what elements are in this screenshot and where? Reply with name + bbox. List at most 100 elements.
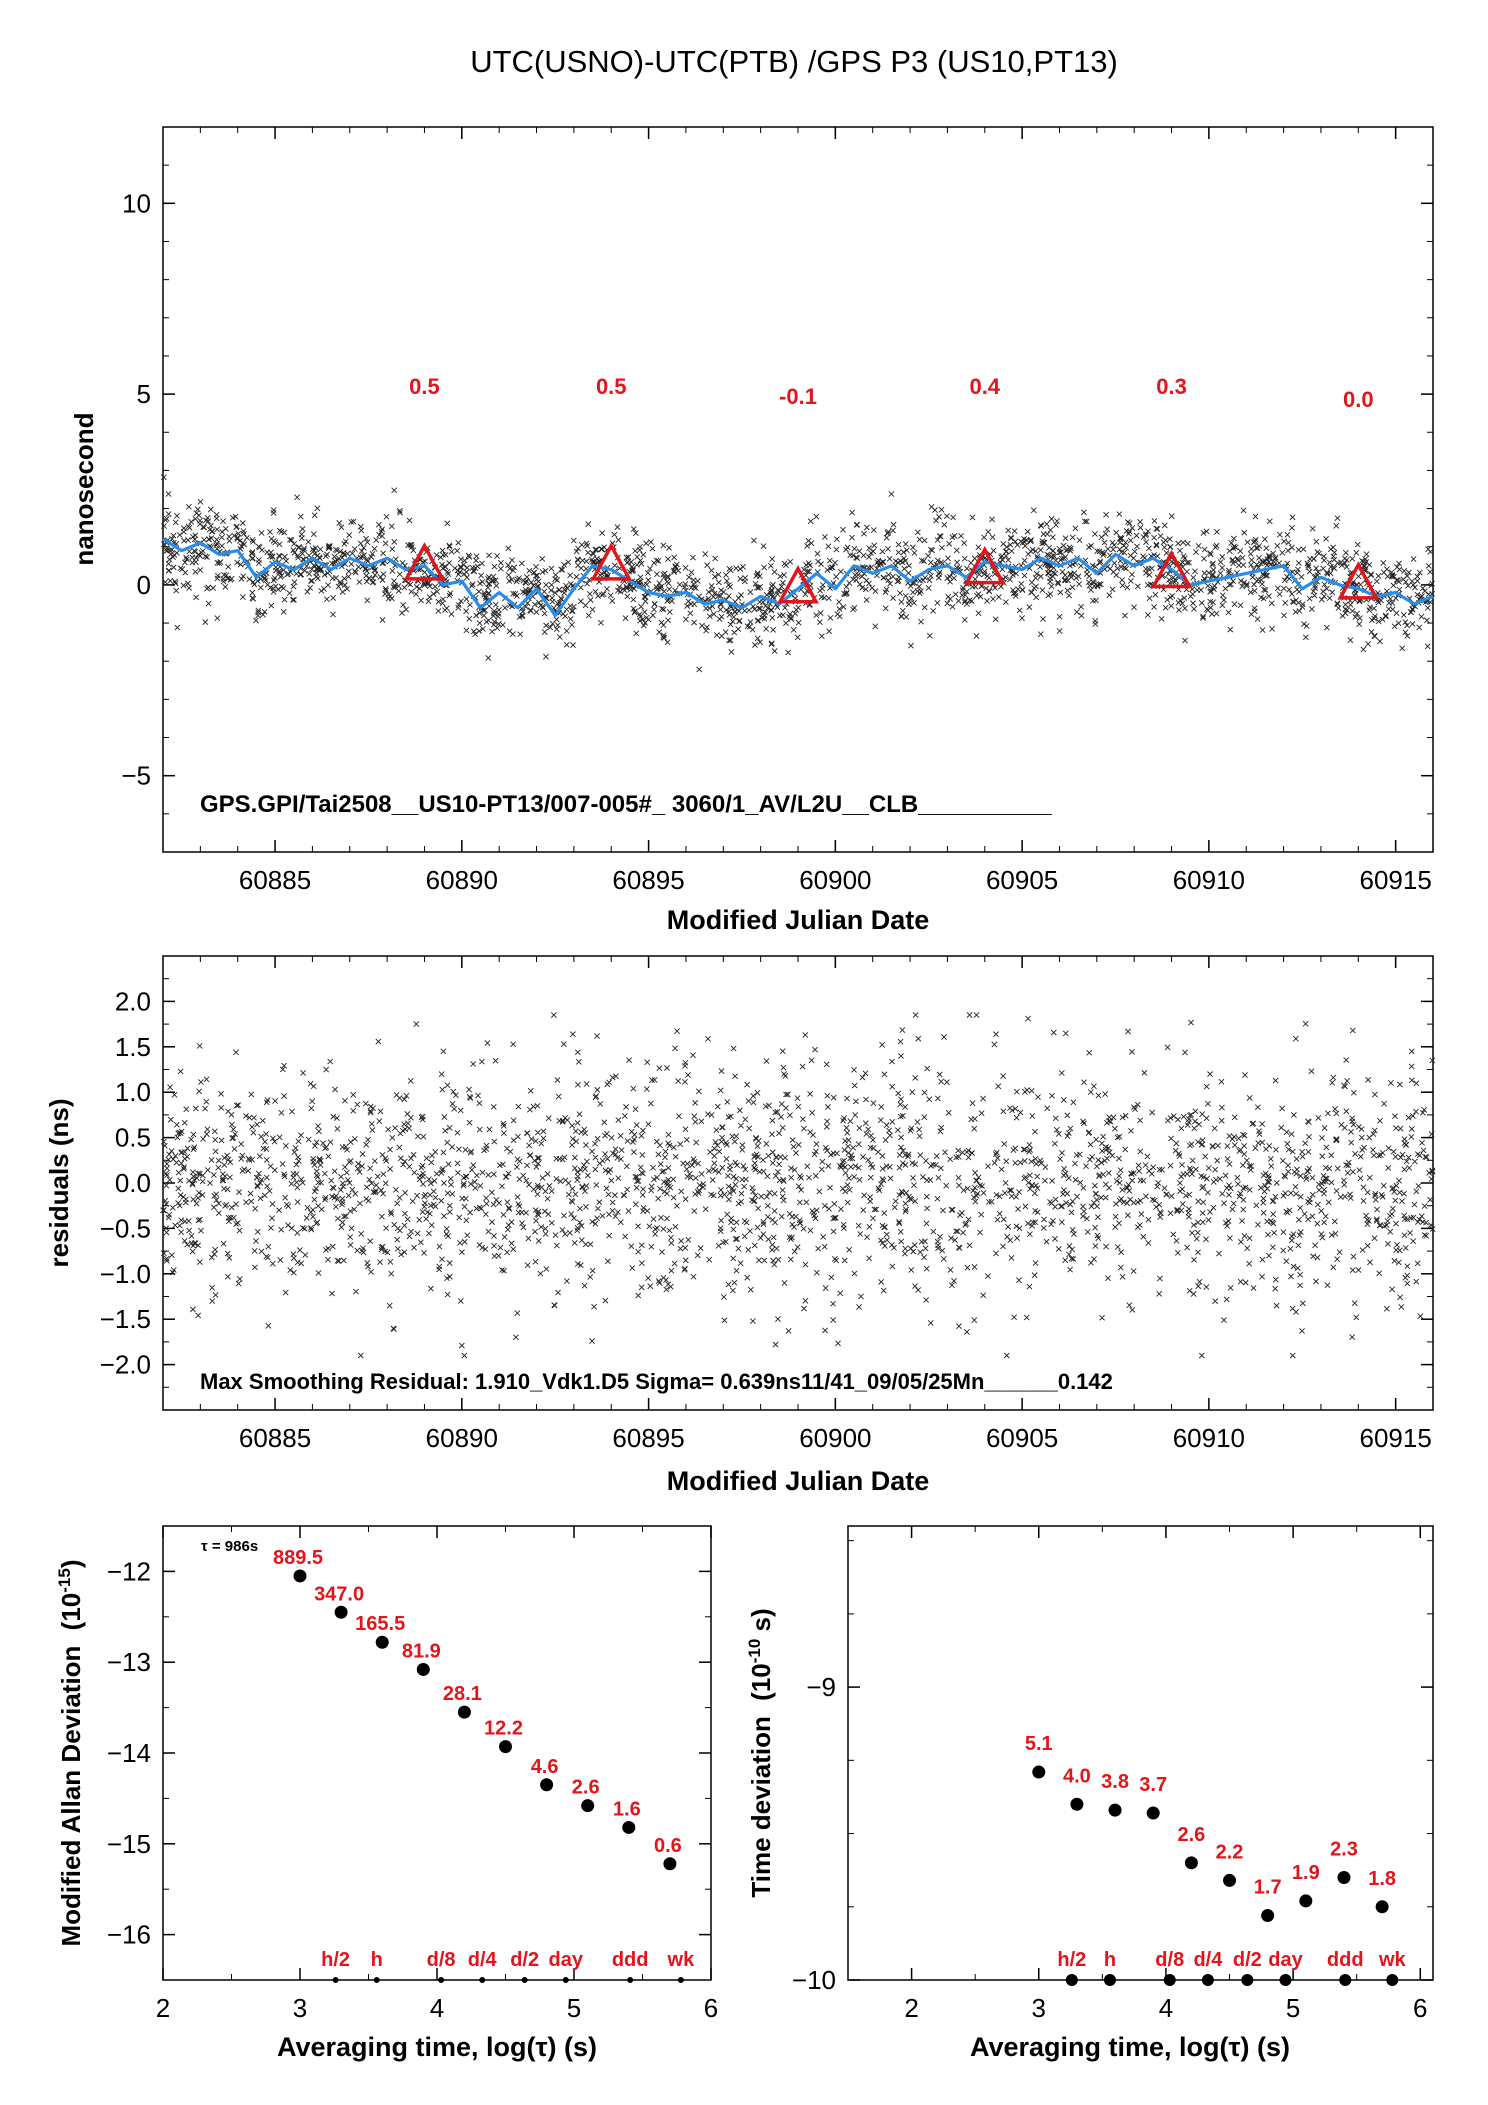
data-point: [761, 564, 768, 571]
residual-point: [330, 1185, 337, 1192]
data-point: [570, 642, 576, 649]
data-point: [305, 538, 312, 545]
data-point: [804, 542, 811, 549]
data-point: [1293, 597, 1300, 604]
data-point: [1210, 567, 1217, 573]
data-point: [711, 590, 718, 597]
residual-point: [608, 1134, 615, 1141]
residual-point: [1372, 1190, 1379, 1197]
residual-point: [765, 1152, 772, 1159]
data-point: [361, 552, 367, 559]
data-point: [246, 576, 253, 583]
data-point: [770, 626, 777, 633]
residual-point: [720, 1294, 727, 1300]
residual-point: [820, 1233, 827, 1240]
data-point: [461, 571, 468, 577]
data-point: [467, 601, 473, 608]
data-point: [549, 598, 556, 605]
residual-point: [1033, 1160, 1040, 1167]
data-point: [1399, 645, 1406, 652]
residual-point: [484, 1040, 491, 1046]
data-point: [541, 588, 548, 595]
data-point: [1230, 545, 1237, 552]
data-point: [1008, 535, 1014, 542]
residual-point: [298, 1132, 304, 1139]
residual-point: [1316, 1187, 1323, 1193]
residual-point: [812, 1215, 819, 1222]
data-point: [756, 573, 763, 580]
x-tick-label: 60885: [239, 1423, 311, 1453]
data-point: [1261, 586, 1267, 593]
residual-point: [1241, 1151, 1248, 1158]
data-point: [567, 616, 574, 622]
residual-point: [1322, 1164, 1329, 1171]
residual-point: [851, 1270, 858, 1277]
data-point: [1298, 573, 1305, 580]
residual-point: [383, 1157, 390, 1164]
data-point: [951, 575, 957, 582]
residual-point: [764, 1202, 771, 1209]
data-point: [1409, 578, 1416, 585]
residual-point: [1408, 1134, 1415, 1140]
panel-top-xlabel: Modified Julian Date: [667, 905, 930, 935]
residual-point: [869, 1164, 876, 1171]
residual-point: [708, 1191, 715, 1198]
residual-point: [880, 1287, 887, 1294]
residual-point: [1093, 1196, 1100, 1203]
data-point: [564, 585, 571, 592]
data-point: [1389, 571, 1396, 578]
residual-point: [1415, 1183, 1422, 1189]
data-point: [1248, 545, 1255, 552]
data-point: [761, 612, 768, 619]
residual-point: [639, 1152, 646, 1158]
data-point: [1429, 580, 1435, 587]
residual-point: [1270, 1211, 1277, 1218]
data-point: [526, 587, 533, 594]
data-point: [1285, 539, 1292, 546]
data-point: [225, 575, 232, 582]
data-point: [185, 503, 192, 510]
residual-point: [368, 1268, 375, 1275]
residual-point: [1328, 1179, 1335, 1186]
data-point: [280, 567, 287, 573]
residual-point: [1416, 1216, 1423, 1223]
data-point: [821, 533, 828, 540]
residual-point: [190, 1131, 197, 1138]
residual-point: [368, 1120, 375, 1127]
residual-point: [739, 1142, 746, 1149]
residual-point: [457, 1240, 463, 1246]
residual-point: [1273, 1179, 1280, 1186]
data-point: [483, 618, 490, 625]
residual-point: [246, 1114, 253, 1121]
residual-point: [717, 1228, 724, 1235]
residual-point: [891, 1204, 898, 1211]
residual-point: [311, 1162, 318, 1168]
data-point: [769, 556, 776, 562]
residual-point: [654, 1174, 660, 1181]
triangle-value-label: 0.5: [409, 374, 440, 399]
data-point: [218, 542, 225, 549]
residual-point: [1058, 1070, 1065, 1076]
residual-point: [800, 1125, 807, 1132]
data-point: [214, 572, 221, 579]
data-point: [783, 620, 789, 627]
residual-point: [623, 1104, 629, 1110]
residual-point: [1065, 1130, 1072, 1136]
residual-point: [229, 1135, 236, 1142]
data-point: [1419, 585, 1426, 592]
panel-residuals-scatter: [160, 1012, 1436, 1359]
data-point: [1371, 615, 1378, 622]
residual-point: [633, 1184, 640, 1191]
data-point: [466, 615, 473, 622]
data-point: [421, 569, 428, 576]
residual-point: [351, 1206, 358, 1213]
data-point: [410, 547, 417, 554]
residual-point: [754, 1143, 761, 1150]
data-point: [1227, 626, 1234, 633]
residual-point: [825, 1163, 832, 1169]
residual-point: [420, 1181, 427, 1187]
data-point: [502, 604, 508, 611]
data-point: [310, 531, 317, 538]
residual-point: [249, 1156, 255, 1163]
data-point: [725, 593, 732, 599]
